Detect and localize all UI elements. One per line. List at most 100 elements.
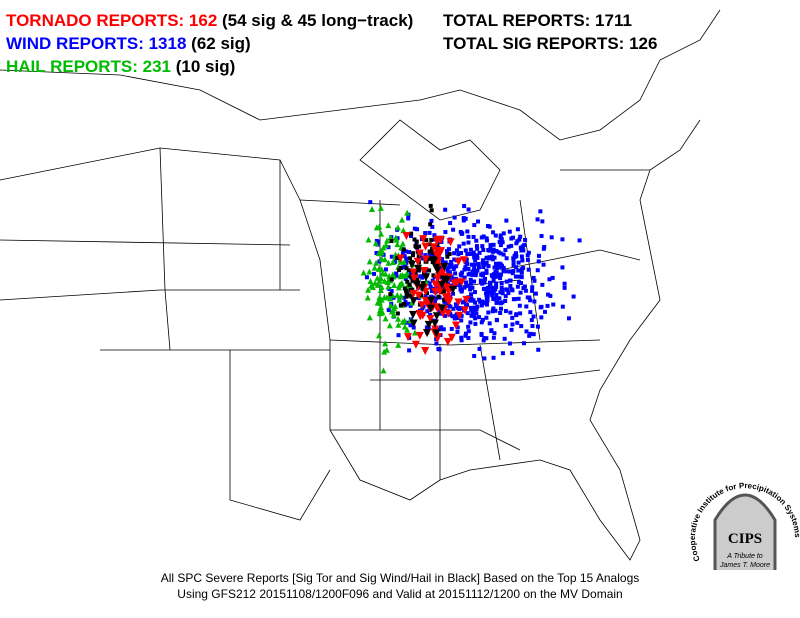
report-marker	[462, 295, 471, 304]
report-marker	[423, 329, 432, 338]
state-borders	[0, 9, 721, 561]
report-marker	[488, 246, 493, 251]
report-marker	[429, 218, 434, 223]
report-marker	[409, 268, 418, 277]
report-marker	[498, 301, 503, 306]
report-marker	[512, 253, 517, 258]
report-marker	[480, 260, 485, 265]
report-marker	[460, 256, 469, 265]
logo-tribute: A Tribute to	[726, 553, 763, 560]
report-marker	[503, 309, 508, 314]
report-marker	[504, 279, 509, 284]
report-marker	[496, 264, 501, 269]
report-marker	[415, 331, 424, 340]
report-marker	[463, 331, 468, 336]
report-marker	[402, 254, 407, 259]
report-marker	[415, 277, 420, 282]
report-marker	[513, 251, 518, 256]
report-marker	[408, 271, 413, 276]
report-marker	[496, 274, 501, 279]
report-marker	[441, 289, 446, 294]
report-marker	[364, 294, 371, 301]
report-marker	[472, 290, 477, 295]
report-marker	[532, 299, 537, 304]
report-marker	[500, 351, 505, 356]
report-marker	[461, 241, 466, 246]
report-marker	[442, 297, 447, 302]
report-marker	[539, 304, 544, 309]
report-marker	[424, 238, 429, 243]
report-marker	[424, 291, 429, 296]
report-marker	[387, 234, 394, 241]
report-marker	[454, 248, 459, 253]
report-marker	[480, 281, 485, 286]
report-marker	[508, 310, 513, 315]
report-marker	[501, 252, 506, 257]
report-marker	[409, 297, 418, 306]
report-marker	[516, 274, 521, 279]
report-marker	[550, 275, 555, 280]
report-marker	[493, 261, 498, 266]
report-marker	[490, 309, 495, 314]
report-marker	[395, 321, 402, 328]
report-marker	[470, 272, 475, 277]
report-marker	[378, 230, 385, 237]
report-marker	[472, 263, 477, 268]
report-marker	[531, 275, 536, 280]
report-marker	[473, 321, 478, 326]
report-marker	[520, 244, 525, 249]
report-marker	[396, 333, 401, 338]
report-marker	[440, 260, 445, 265]
report-marker	[485, 289, 490, 294]
report-marker	[427, 281, 432, 286]
report-marker	[432, 312, 441, 321]
report-marker	[472, 255, 477, 260]
report-marker	[484, 238, 489, 243]
report-marker	[509, 243, 514, 248]
report-marker	[432, 299, 437, 304]
report-marker	[376, 297, 383, 304]
report-marker	[394, 241, 401, 248]
report-marker	[407, 256, 412, 261]
report-marker	[382, 340, 389, 347]
report-marker	[424, 320, 433, 329]
report-marker	[494, 292, 499, 297]
report-marker	[473, 300, 478, 305]
report-marker	[429, 208, 434, 213]
report-marker	[411, 325, 416, 330]
report-marker	[429, 243, 438, 252]
report-marker	[383, 241, 390, 248]
report-marker	[381, 277, 388, 284]
report-marker	[412, 226, 417, 231]
report-marker	[469, 305, 474, 310]
report-marker	[451, 291, 456, 296]
report-marker	[438, 311, 443, 316]
report-marker	[421, 296, 430, 305]
report-marker	[470, 311, 475, 316]
report-marker	[395, 341, 402, 348]
report-marker	[394, 273, 399, 278]
report-marker	[429, 247, 434, 252]
report-marker	[458, 287, 463, 292]
report-marker	[465, 311, 470, 316]
report-marker	[437, 247, 446, 256]
report-marker	[466, 272, 471, 277]
report-marker	[479, 279, 484, 284]
report-marker	[365, 286, 372, 293]
report-marker	[374, 281, 381, 288]
report-marker	[455, 325, 460, 330]
report-marker	[471, 234, 476, 239]
report-marker	[459, 251, 464, 256]
report-marker	[486, 310, 491, 315]
report-marker	[577, 238, 582, 243]
report-marker	[472, 314, 477, 319]
report-marker	[481, 258, 486, 263]
report-marker	[453, 302, 458, 307]
report-marker	[480, 273, 485, 278]
report-marker	[551, 302, 556, 307]
report-marker	[462, 275, 467, 280]
report-marker	[409, 310, 418, 319]
report-marker	[500, 288, 505, 293]
report-marker	[519, 270, 524, 275]
report-marker	[442, 283, 451, 292]
